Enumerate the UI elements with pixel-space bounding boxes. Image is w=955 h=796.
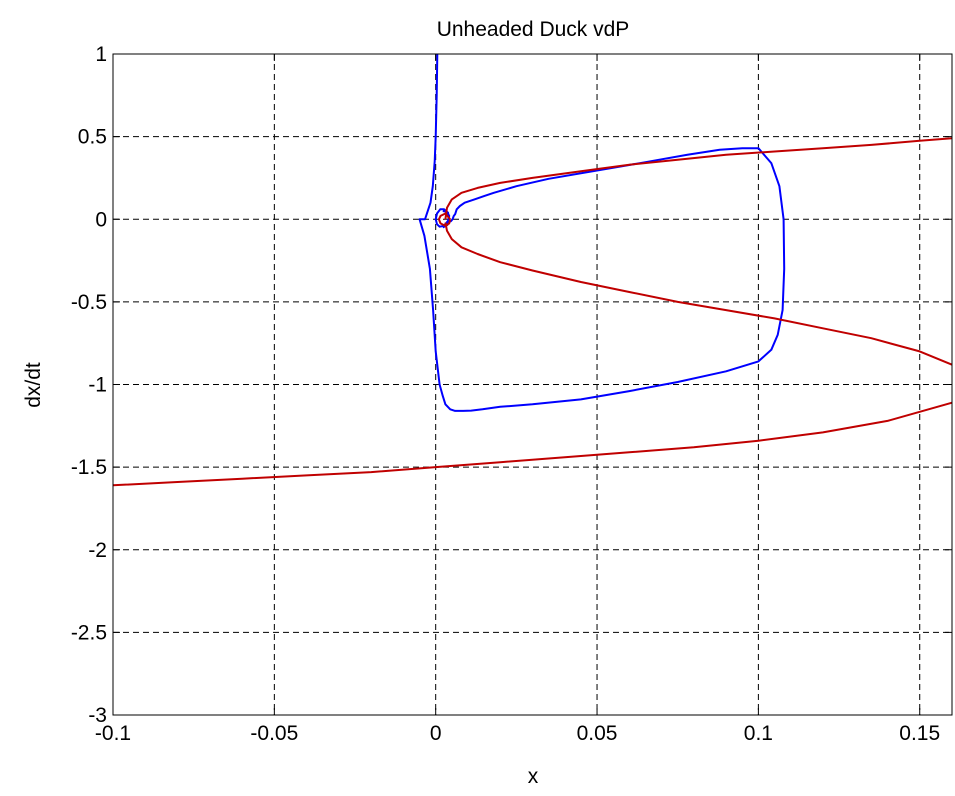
y-tick-label: -1.5 (71, 456, 107, 479)
y-tick-label: 0 (95, 208, 107, 231)
y-tick-label: -2 (88, 539, 107, 562)
x-tick-label: 0.15 (899, 722, 940, 745)
y-tick-label: -2.5 (71, 621, 107, 644)
series-line-1 (418, 53, 786, 412)
series-line-6 (112, 401, 953, 487)
ticks: -0.1 -0.05 0 0.05 0.1 0.15 -3 -2.5 -2 -1.5 -1 -0.5 0… (71, 43, 952, 745)
x-tick-label: -0.1 (95, 722, 131, 745)
y-axis-label: dx/dt (22, 362, 45, 408)
series-line-3 (444, 137, 953, 220)
y-tick-label: 0.5 (78, 126, 107, 149)
x-tick-label: 0 (430, 722, 442, 745)
chart-title: Unheaded Duck vdP (437, 18, 630, 41)
series-line-5 (437, 212, 452, 227)
series-group (112, 53, 953, 487)
x-axis-label: x (528, 765, 539, 788)
grid (113, 54, 952, 715)
x-tick-label: 0.1 (744, 722, 773, 745)
plot-area (113, 54, 952, 715)
y-tick-label: -0.5 (71, 291, 107, 314)
series-line-4 (444, 222, 953, 366)
y-tick-label: -1 (88, 374, 107, 397)
y-tick-label: -3 (88, 704, 107, 727)
y-tick-label: 1 (95, 43, 107, 66)
x-tick-label: 0.05 (577, 722, 618, 745)
x-tick-label: -0.05 (250, 722, 298, 745)
